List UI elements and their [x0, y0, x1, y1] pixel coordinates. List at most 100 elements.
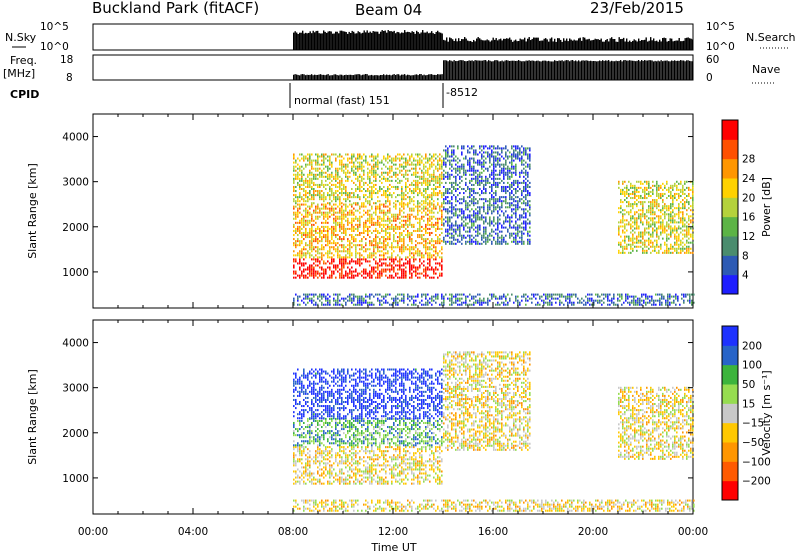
data-cell — [313, 196, 315, 199]
data-cell — [411, 173, 413, 176]
data-cell — [319, 207, 321, 210]
data-cell — [529, 167, 531, 170]
data-cell — [431, 157, 433, 160]
data-cell — [421, 175, 423, 178]
data-cell — [461, 187, 463, 191]
data-cell — [503, 212, 505, 215]
data-cell — [676, 227, 678, 230]
data-cell — [401, 205, 403, 208]
nave-bar — [645, 60, 647, 80]
data-cell — [303, 200, 305, 203]
data-cell — [529, 192, 531, 195]
data-cell — [628, 251, 630, 254]
data-cell — [315, 272, 317, 275]
data-cell — [343, 244, 345, 247]
data-cell — [375, 266, 377, 269]
data-cell — [491, 204, 493, 207]
data-cell — [397, 240, 399, 243]
data-cell — [337, 217, 339, 220]
data-cell — [465, 224, 467, 227]
data-cell — [359, 240, 361, 243]
data-cell — [411, 181, 413, 184]
data-cell — [407, 196, 409, 199]
data-cell — [331, 209, 333, 212]
nsky-bar — [630, 41, 632, 50]
data-cell — [395, 175, 397, 178]
data-cell — [632, 207, 634, 210]
data-cell — [523, 232, 525, 235]
data-cell — [437, 276, 439, 279]
data-cell — [483, 216, 485, 219]
data-cell — [309, 185, 311, 188]
data-cell — [453, 159, 455, 162]
data-cell — [451, 240, 453, 243]
data-cell — [525, 149, 527, 152]
data-cell — [469, 236, 471, 239]
data-cell — [447, 147, 449, 150]
data-cell — [634, 227, 636, 230]
data-cell — [361, 274, 363, 277]
data-cell — [509, 224, 511, 227]
data-cell — [654, 223, 656, 226]
data-cell — [359, 217, 361, 220]
data-cell — [295, 229, 297, 232]
data-cell — [369, 177, 371, 180]
data-cell — [455, 183, 457, 186]
data-cell — [652, 231, 654, 234]
data-cell — [459, 198, 461, 201]
data-cell — [365, 270, 367, 273]
data-cell — [331, 171, 333, 174]
data-cell — [419, 202, 421, 205]
data-cell — [337, 173, 339, 176]
data-cell — [630, 239, 632, 242]
data-cell — [684, 235, 686, 238]
data-cell — [433, 215, 435, 218]
data-cell — [335, 242, 337, 245]
data-cell — [439, 159, 441, 162]
data-cell — [363, 227, 365, 230]
data-cell — [425, 248, 427, 251]
nave-bar — [536, 60, 538, 80]
data-cell — [505, 147, 507, 150]
nave-bar — [594, 61, 596, 80]
data-cell — [415, 159, 417, 162]
data-cell — [403, 205, 405, 208]
data-cell — [457, 208, 459, 211]
data-cell — [301, 223, 303, 226]
data-cell — [327, 254, 329, 257]
data-cell — [666, 225, 668, 228]
nave-bar — [428, 74, 430, 80]
data-cell — [381, 187, 383, 191]
data-cell — [644, 192, 646, 195]
data-cell — [311, 223, 313, 226]
data-cell — [499, 171, 501, 174]
data-cell — [403, 229, 405, 232]
data-cell — [341, 244, 343, 247]
data-cell — [373, 175, 375, 178]
data-cell — [654, 184, 656, 187]
data-cell — [343, 185, 345, 188]
data-cell — [361, 161, 363, 164]
data-cell — [403, 268, 405, 271]
nave-bar — [365, 74, 367, 80]
data-cell — [640, 217, 642, 220]
data-cell — [385, 231, 387, 235]
data-cell — [443, 224, 445, 227]
data-cell — [620, 219, 622, 222]
data-cell — [367, 225, 369, 228]
data-cell — [632, 203, 634, 206]
data-cell — [381, 171, 383, 174]
data-cell — [487, 238, 489, 241]
data-cell — [670, 245, 672, 248]
data-cell — [369, 169, 371, 172]
data-cell — [463, 212, 465, 215]
data-cell — [435, 262, 437, 265]
data-cell — [333, 270, 335, 273]
data-cell — [443, 236, 445, 239]
data-cell — [513, 187, 515, 191]
nave-bar — [650, 60, 652, 80]
data-cell — [630, 247, 632, 250]
data-cell — [339, 221, 341, 224]
data-cell — [319, 252, 321, 255]
data-cell — [339, 227, 341, 230]
